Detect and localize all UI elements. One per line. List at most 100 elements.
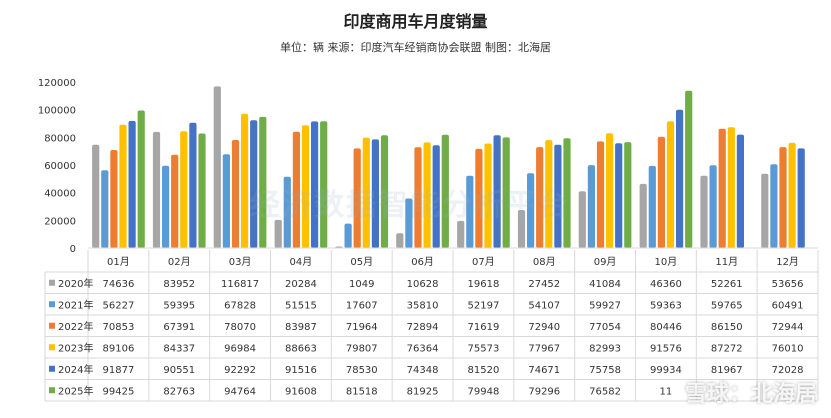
data-label: 71619	[468, 322, 500, 333]
data-label: 86150	[711, 322, 743, 333]
bar-2025年-06月	[441, 134, 449, 248]
bar-2021年-07月	[466, 175, 474, 248]
bar-2021年-04月	[283, 176, 291, 248]
bar-2020年-07月	[457, 220, 465, 248]
bar-2025年-05月	[380, 135, 389, 248]
bar-2024年-07月	[493, 135, 501, 248]
legend-label: 2023年	[58, 341, 93, 354]
data-label: 83952	[163, 279, 195, 290]
bar-2024年-12月	[797, 148, 805, 248]
data-label: 17607	[346, 300, 378, 311]
data-label: 1049	[349, 279, 374, 290]
data-label: 53656	[772, 279, 804, 290]
data-label: 10628	[407, 279, 439, 290]
legend-label: 2021年	[58, 298, 93, 311]
bar-2024年-04月	[311, 121, 319, 248]
bar-2022年-02月	[171, 154, 179, 248]
data-label: 70853	[103, 322, 135, 333]
y-tick-label: 40000	[44, 189, 76, 200]
data-label: 20284	[285, 279, 317, 290]
x-tick-label: 10月	[655, 256, 678, 268]
data-label: 72944	[772, 322, 804, 333]
bar-2020年-08月	[517, 210, 526, 248]
bar-2022年-05月	[353, 148, 361, 248]
bar-2024年-03月	[250, 120, 258, 248]
y-tick-label: 20000	[44, 216, 76, 227]
y-tick-label: 120000	[38, 78, 76, 89]
data-label: 81518	[346, 386, 378, 397]
x-tick-label: 09月	[594, 256, 617, 268]
bar-2023年-10月	[666, 121, 675, 248]
data-label: 72940	[528, 322, 560, 333]
bar-2023年-09月	[606, 133, 614, 248]
data-label: 71964	[346, 322, 378, 333]
chart-subtitle: 单位：辆 来源：印度汽车经销商协会联盟 制图：北海居	[280, 40, 551, 54]
bar-2022年-07月	[475, 148, 483, 248]
x-tick-label: 12月	[776, 256, 799, 268]
data-label: 59395	[163, 300, 195, 311]
x-tick-label: 05月	[350, 256, 373, 268]
data-label: 83987	[285, 322, 317, 333]
data-label: 11	[660, 386, 673, 397]
bar-2024年-06月	[432, 145, 440, 248]
bar-2025年-10月	[685, 90, 693, 248]
bar-2020年-11月	[700, 175, 708, 248]
y-tick-label: 0	[70, 244, 76, 255]
x-tick-label: 02月	[168, 256, 191, 268]
data-label: 67828	[224, 300, 256, 311]
bar-2023年-12月	[788, 142, 796, 248]
data-label: 92292	[224, 365, 256, 376]
data-label: 56227	[103, 300, 135, 311]
data-label: 27452	[528, 279, 560, 290]
bar-2021年-09月	[587, 165, 595, 248]
legend-label: 2024年	[58, 363, 93, 376]
legend-swatch-2020年	[49, 279, 55, 286]
data-label: 87272	[711, 343, 743, 354]
legend-label: 2025年	[58, 384, 93, 397]
y-tick-label: 60000	[44, 161, 76, 172]
data-label: 80446	[650, 322, 682, 333]
data-label: 96984	[224, 343, 256, 354]
bar-2023年-01月	[119, 124, 127, 248]
bar-2023年-07月	[484, 143, 492, 248]
legend-swatch-2021年	[49, 301, 55, 308]
bar-2021年-05月	[344, 223, 352, 248]
bar-2025年-04月	[320, 121, 328, 248]
bar-2025年-02月	[198, 133, 206, 248]
data-label: 79948	[468, 386, 500, 397]
bar-2022年-01月	[110, 150, 118, 248]
bar-2022年-11月	[718, 128, 726, 248]
bar-2024年-01月	[128, 120, 136, 248]
data-label: 19618	[468, 279, 500, 290]
bar-2021年-01月	[101, 170, 109, 248]
data-label: 75758	[589, 365, 621, 376]
data-label: 79807	[346, 343, 378, 354]
data-label: 91608	[285, 386, 317, 397]
bar-2024年-10月	[676, 109, 684, 248]
data-label: 78070	[224, 322, 256, 333]
data-label: 88663	[285, 343, 317, 354]
bar-2024年-11月	[736, 134, 744, 248]
x-tick-label: 03月	[229, 256, 252, 268]
x-tick-label: 08月	[533, 256, 556, 268]
data-label: 60491	[772, 300, 804, 311]
bar-2022年-09月	[596, 141, 605, 248]
bar-2024年-08月	[554, 144, 562, 248]
data-label: 74671	[528, 365, 560, 376]
x-tick-label: 06月	[411, 256, 434, 268]
bar-2021年-11月	[709, 165, 717, 248]
data-label: 77054	[589, 322, 621, 333]
bar-2022年-04月	[292, 131, 300, 248]
bar-2023年-11月	[727, 127, 735, 248]
bar-2021年-06月	[405, 198, 413, 248]
bar-2021年-10月	[648, 165, 656, 248]
bar-2021年-03月	[222, 154, 230, 248]
data-label: 76010	[772, 343, 804, 354]
bar-2022年-03月	[231, 140, 240, 248]
y-tick-label: 100000	[38, 106, 76, 117]
data-label: 94764	[224, 386, 256, 397]
legend-swatch-2025年	[49, 387, 55, 394]
data-label: 81967	[711, 365, 743, 376]
bar-2022年-10月	[657, 136, 665, 248]
data-label: 90551	[163, 365, 195, 376]
